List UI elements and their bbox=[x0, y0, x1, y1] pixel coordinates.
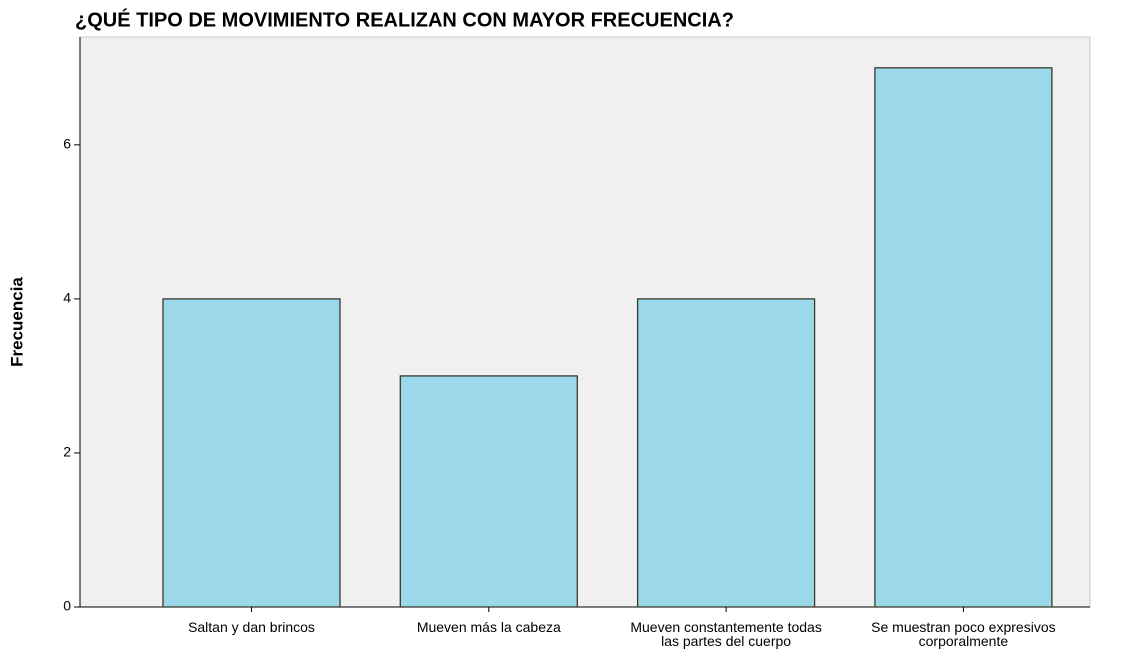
x-tick-label: Se muestran poco expresivos corporalment… bbox=[871, 619, 1056, 649]
bar bbox=[874, 67, 1053, 608]
y-tick-label: 2 bbox=[63, 444, 71, 460]
bar bbox=[399, 375, 578, 608]
chart-title: ¿QUÉ TIPO DE MOVIMIENTO REALIZAN CON MAY… bbox=[75, 8, 734, 31]
y-axis-label: Frecuencia bbox=[7, 277, 26, 367]
y-tick-label: 6 bbox=[63, 136, 71, 152]
bar bbox=[162, 298, 341, 608]
y-tick-label: 0 bbox=[63, 598, 71, 614]
bar bbox=[636, 298, 816, 608]
x-tick-label: Saltan y dan brincos bbox=[188, 619, 315, 635]
x-tick-label: Mueven constantemente todas las partes d… bbox=[630, 619, 822, 649]
x-tick-label: Mueven más la cabeza bbox=[416, 619, 561, 635]
y-tick-label: 4 bbox=[63, 290, 71, 306]
